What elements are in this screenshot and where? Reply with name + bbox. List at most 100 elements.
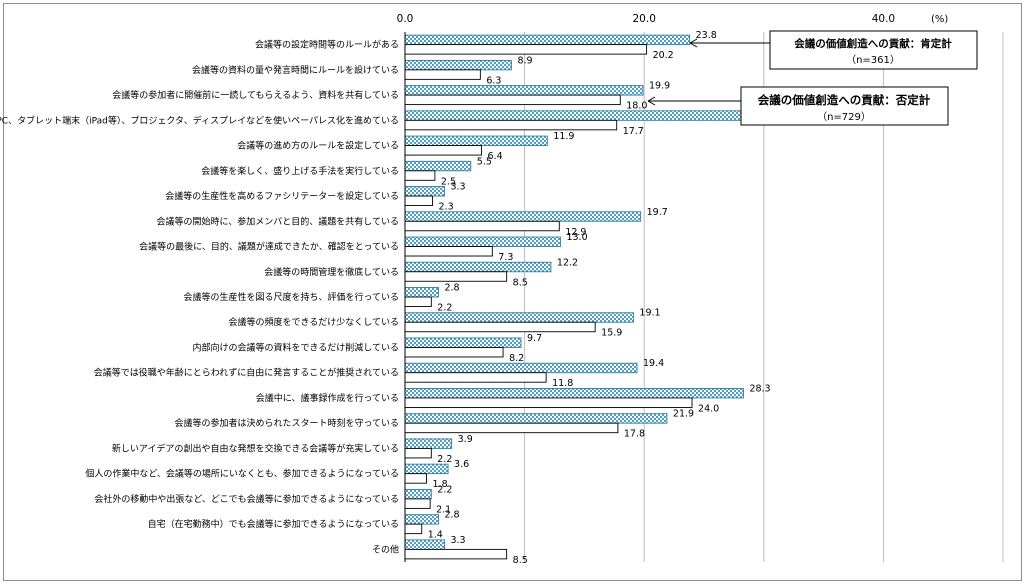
- bar-positive: [404, 85, 644, 96]
- bar-negative: [404, 473, 427, 484]
- data-label-positive: 9.7: [527, 333, 542, 344]
- bar-negative: [404, 69, 481, 80]
- category-label: 会議等の時間管理を徹底している: [264, 266, 399, 278]
- legend-positive-arrowhead: [689, 38, 698, 48]
- data-label-negative: 2.2: [437, 303, 452, 314]
- bar-positive: [404, 463, 449, 475]
- category-label: 会議等の頻度をできるだけ少なくしている: [228, 316, 399, 328]
- bar-positive: [404, 438, 453, 449]
- legend-positive-n: （n=361）: [846, 54, 900, 66]
- data-label-positive: 3.3: [450, 535, 465, 546]
- x-tick-label: 40.0: [872, 13, 895, 25]
- category-label: 会社外の移動中や出張など、どこでも会議等に参加できるようになっている: [94, 493, 399, 505]
- data-label-negative: 20.2: [653, 50, 674, 61]
- bars: 23.820.28.96.319.918.028.817.711.96.45.5…: [404, 30, 777, 566]
- bar-negative: [404, 119, 618, 131]
- x-tick-label: 20.0: [633, 13, 656, 25]
- bar-positive: [404, 337, 522, 348]
- data-label-negative: 15.9: [601, 328, 622, 339]
- legend-negative: 会議の価値創造への貢献：否定計 （n=729）: [740, 86, 949, 126]
- bar-negative: [404, 347, 504, 358]
- data-label-positive: 2.8: [444, 510, 459, 521]
- bar-negative: [404, 246, 493, 257]
- category-label: 会議等の生産性を高めるファシリテーターを設定している: [165, 190, 399, 202]
- data-label-negative: 11.8: [552, 378, 573, 389]
- bar-negative: [404, 145, 482, 156]
- bar-negative: [404, 220, 560, 232]
- category-label: 会議等の参加者は決められたスタート時刻を守っている: [174, 417, 399, 429]
- bar-positive: [404, 261, 552, 273]
- bar-negative: [404, 195, 433, 206]
- category-label: PC、タブレット端末（iPad等）、プロジェクタ、ディスプレイなどを使いペーパレ…: [0, 114, 399, 126]
- category-label: 個人の作業中など、会議等の場所にいなくとも、参加できるようになっている: [85, 468, 399, 480]
- data-label-negative: 17.7: [623, 126, 644, 137]
- data-label-positive: 23.8: [696, 30, 717, 41]
- bar-positive: [404, 211, 642, 222]
- category-label: 会議等の最後に、目的、議題が達成できたか、確認をとっている: [139, 241, 399, 253]
- data-label-positive: 3.3: [450, 182, 465, 193]
- bar-negative: [404, 44, 648, 55]
- data-label-negative: 18.0: [626, 101, 647, 112]
- data-label-negative: 17.8: [624, 429, 645, 440]
- bar-positive: [404, 287, 439, 298]
- bar-negative: [404, 447, 432, 459]
- data-label-positive: 5.5: [477, 156, 492, 167]
- data-label-positive: 11.9: [553, 131, 574, 142]
- bar-negative: [404, 321, 596, 333]
- data-label-positive: 19.9: [649, 81, 670, 92]
- data-label-negative: 8.5: [513, 555, 528, 566]
- data-label-negative: 2.3: [439, 202, 454, 213]
- bar-negative: [404, 422, 619, 434]
- data-label-negative: 7.3: [498, 252, 513, 263]
- data-label-positive: 28.3: [749, 383, 770, 394]
- data-label-negative: 2.2: [437, 454, 452, 465]
- category-label: 会議等の参加者に開催前に一読してもらえるよう、資料を共有している: [112, 89, 399, 101]
- category-label: 内部向けの会議等の資料をできるだけ削減している: [192, 341, 399, 353]
- x-axis-ticks: 0.0 20.0 40.0: [397, 13, 895, 25]
- bar-positive: [404, 135, 548, 147]
- data-label-positive: 12.2: [557, 257, 578, 268]
- category-label: その他: [372, 543, 399, 555]
- bar-positive: [404, 110, 750, 121]
- data-label-negative: 8.2: [509, 353, 524, 364]
- data-label-negative: 1.4: [428, 530, 443, 541]
- legend-positive-box: [769, 30, 978, 70]
- legend-positive: 会議の価値創造への貢献：肯定計 （n=361）: [769, 30, 978, 70]
- bar-negative: [404, 170, 436, 181]
- bar-negative: [404, 271, 508, 282]
- data-label-negative: 1.8: [433, 479, 448, 490]
- bar-positive: [404, 488, 432, 500]
- x-tick-label: 0.0: [397, 13, 414, 25]
- data-label-positive: 8.9: [517, 55, 532, 66]
- data-label-positive: 3.9: [458, 434, 473, 445]
- data-label-positive: 13.0: [566, 232, 587, 243]
- bar-negative: [404, 372, 547, 383]
- bar-positive: [404, 539, 445, 550]
- data-label-negative: 24.0: [698, 403, 719, 414]
- legend-negative-arrowhead: [647, 96, 656, 106]
- category-label: 会議等の設定時間等のルールがある: [255, 39, 399, 51]
- data-label-negative: 2.1: [436, 504, 451, 515]
- unit-label: (%): [931, 14, 948, 25]
- data-label-negative: 8.5: [513, 277, 528, 288]
- data-label-positive: 19.4: [643, 358, 664, 369]
- bar-negative: [404, 94, 621, 106]
- data-label-positive: 2.8: [444, 283, 459, 294]
- bar-positive: [404, 388, 744, 399]
- category-label: 新しいアイデアの創出や自由な発想を交換できる会議等が充実している: [112, 442, 399, 454]
- data-label-positive: 3.6: [454, 459, 469, 470]
- data-label-negative: 6.4: [488, 151, 503, 162]
- category-label: 会議等の生産性を図る尺度を持ち、評価を行っている: [183, 291, 399, 303]
- bar-positive: [404, 312, 634, 323]
- category-label: 会議等の開始時に、参加メンバと目的、議題を共有している: [157, 215, 399, 227]
- data-label-positive: 19.1: [639, 308, 660, 319]
- legend-negative-title: 会議の価値創造への貢献：否定計: [757, 93, 931, 107]
- bar-negative: [404, 296, 432, 307]
- bar-negative: [404, 523, 423, 535]
- data-label-positive: 21.9: [673, 409, 694, 420]
- bar-positive: [404, 236, 561, 247]
- data-label-positive: 19.7: [647, 207, 668, 218]
- category-labels: 会議等の設定時間等のルールがある会議等の資料の量や発言時間にルールを設けている会…: [0, 39, 399, 556]
- bar-positive: [404, 413, 668, 424]
